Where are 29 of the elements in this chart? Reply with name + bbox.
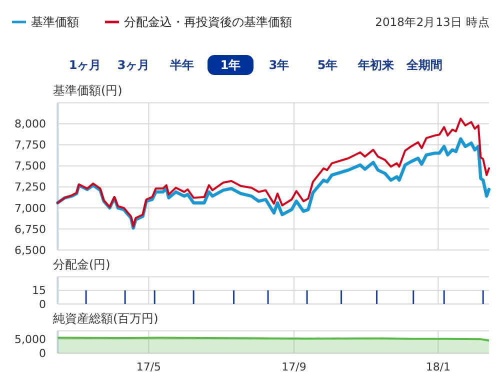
y-tick-label: 15 bbox=[32, 284, 46, 298]
legend-label: 基準価額 bbox=[31, 15, 79, 30]
y-tick-label: 8,000 bbox=[14, 118, 46, 131]
y-tick-label: 5,000 bbox=[14, 333, 46, 346]
y-tick-label: 0 bbox=[39, 347, 46, 360]
line-series bbox=[56, 118, 490, 228]
y-axis-title: 分配金(円) bbox=[53, 258, 110, 272]
y-tick-label: 0 bbox=[39, 298, 46, 311]
y-tick-label: 6,750 bbox=[14, 222, 46, 236]
y-tick-label: 7,250 bbox=[14, 180, 46, 194]
text: 半年 bbox=[169, 58, 194, 72]
y-axis-title: 純資産総額(百万円) bbox=[53, 312, 158, 326]
y-axis-title: 基準価額(円) bbox=[53, 84, 122, 98]
legend-label: 分配金込・再投資後の基準価額 bbox=[124, 15, 292, 30]
text: 年初来 bbox=[357, 58, 394, 72]
text: 3ヶ月 bbox=[117, 58, 150, 72]
y-tick-label: 7,750 bbox=[14, 138, 46, 152]
text: 1年 bbox=[220, 58, 241, 72]
text: 全期間 bbox=[406, 58, 442, 72]
y-tick-label: 7,500 bbox=[14, 160, 46, 173]
x-tick-label: 17/9 bbox=[282, 360, 306, 374]
text: 2018年2月13日 時点 bbox=[375, 15, 490, 30]
y-tick-label: 7,000 bbox=[14, 202, 46, 215]
text: 3年 bbox=[268, 58, 290, 72]
y-tick-label: 6,500 bbox=[14, 244, 46, 257]
x-tick-label: 17/5 bbox=[136, 360, 162, 374]
text: 5年 bbox=[317, 58, 338, 72]
text: 1ヶ月 bbox=[68, 58, 102, 72]
x-tick-label: 18/1 bbox=[426, 360, 451, 374]
